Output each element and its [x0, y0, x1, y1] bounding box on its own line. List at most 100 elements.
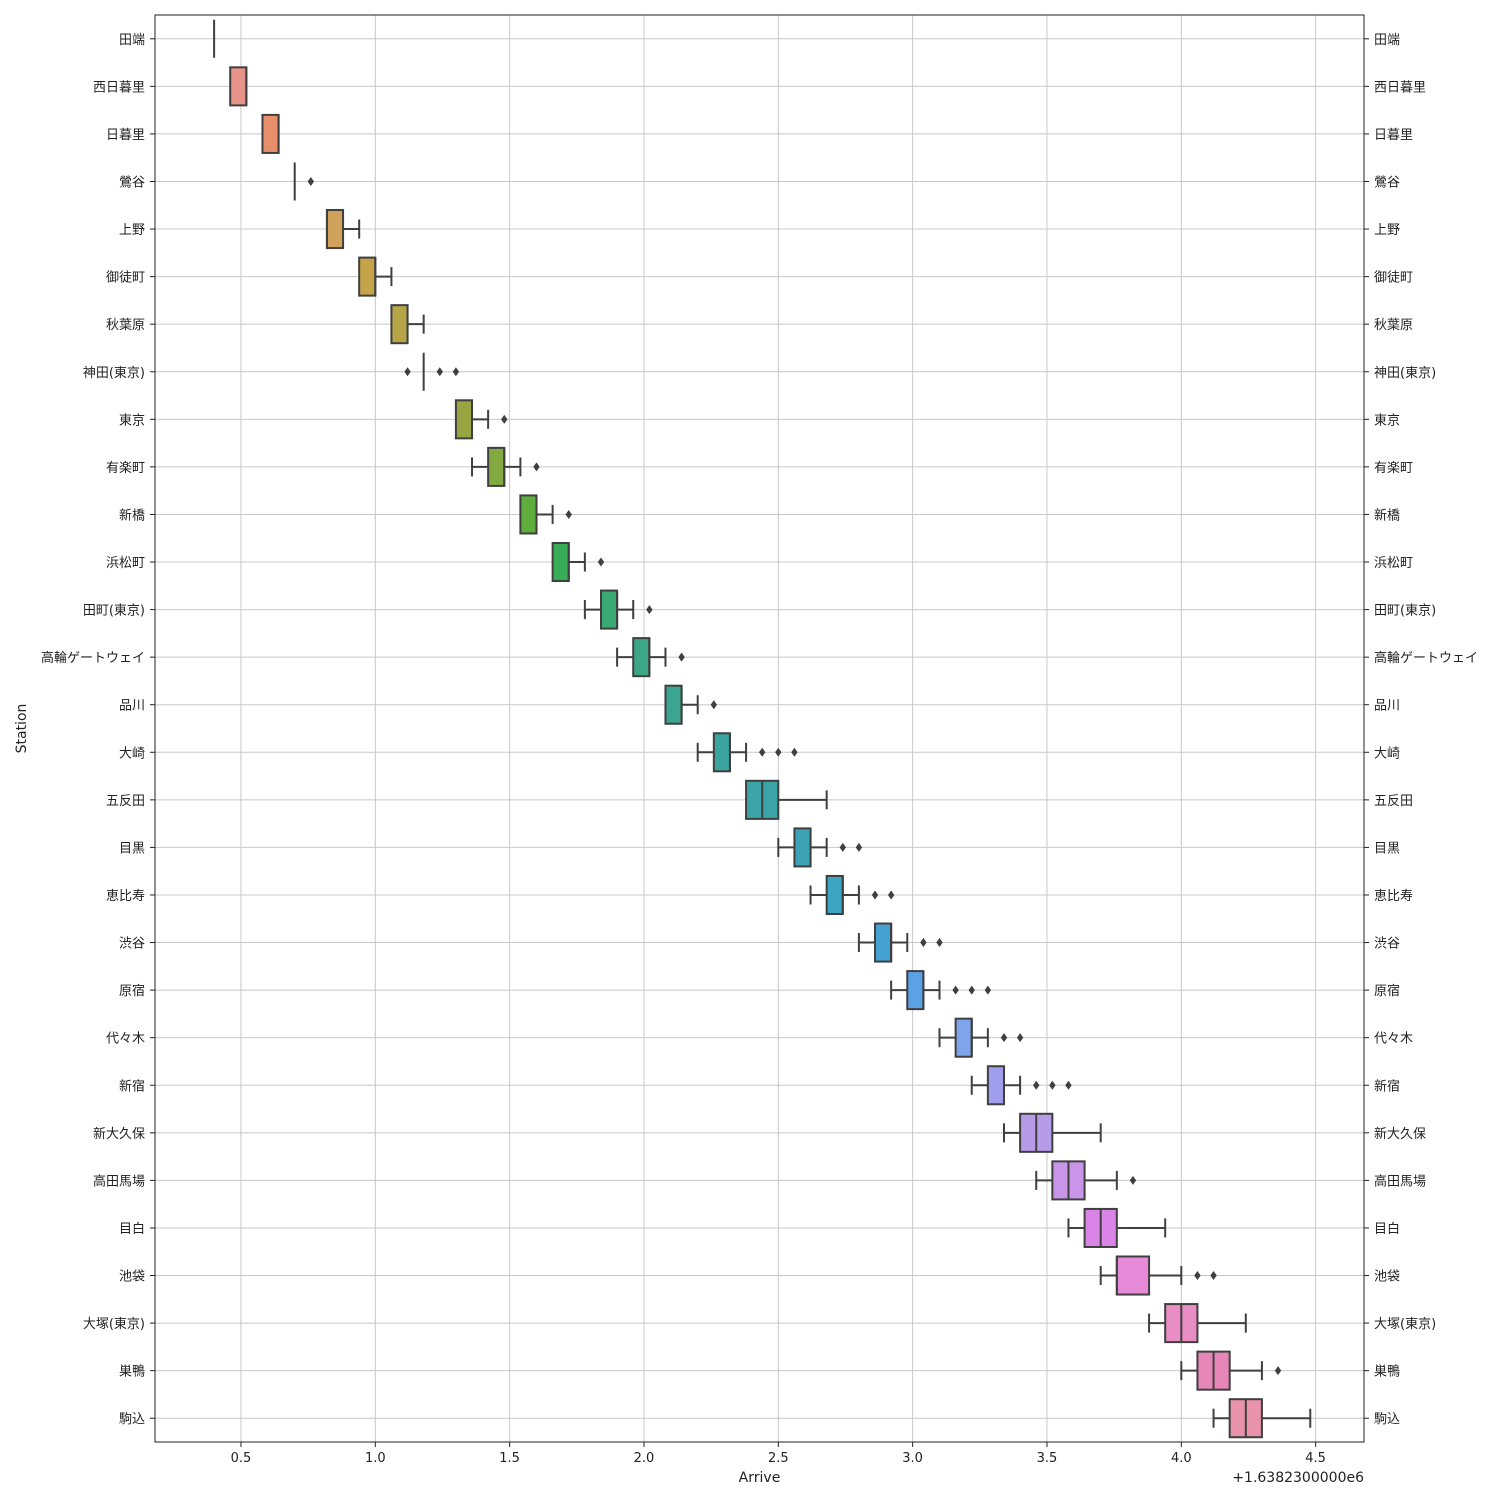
box-21: [890, 970, 992, 1011]
x-axis-offset-label: +1.6382300000e6: [1232, 1470, 1364, 1486]
box-23: [970, 1065, 1072, 1106]
y-tick-label-right: 有楽町: [1374, 460, 1413, 476]
box-6: [358, 256, 393, 297]
x-axis-ticks: 0.5 1.0 1.5 2.0 2.5 3.0 3.5 4.0 4.5: [231, 1442, 1326, 1466]
x-tick-label: 3.5: [1037, 1451, 1058, 1466]
box-2: [229, 66, 248, 107]
y-tick-label-left: 恵比寿: [106, 889, 145, 904]
y-tick-label-left: 東京: [119, 412, 145, 428]
y-tick-label-left: 浜松町: [106, 556, 145, 571]
outlier-point: [952, 985, 959, 995]
box-17: [745, 779, 828, 820]
box-29: [1180, 1350, 1282, 1391]
y-tick-label-left: 原宿: [119, 983, 145, 999]
plot-frame: [154, 14, 1365, 1443]
outlier-point: [1000, 1033, 1008, 1043]
y-tick-label-left: 西日暮里: [93, 80, 145, 95]
y-tick-label-left: 大塚(東京): [83, 1316, 145, 1332]
y-tick-label-left: 巣鴨: [119, 1365, 145, 1380]
y-tick-label-right: 御徒町: [1374, 271, 1413, 286]
box-iqr: [954, 1017, 973, 1058]
box-iqr: [325, 209, 345, 250]
y-tick-label-left: 田町(東京): [83, 603, 145, 619]
y-tick-label-right: 高輪ゲートウェイ: [1374, 650, 1478, 666]
box-3: [261, 113, 280, 154]
y-tick-label-right: 渋谷: [1374, 937, 1400, 952]
x-tick-label: 2.0: [634, 1451, 655, 1466]
box-iqr: [390, 304, 409, 345]
outlier-point: [936, 938, 943, 948]
x-tick-label: 3.0: [902, 1451, 923, 1466]
outlier-point: [871, 890, 879, 900]
outlier-point: [501, 414, 508, 424]
outlier-point: [404, 367, 411, 377]
box-iqr: [229, 66, 248, 107]
outlier-point: [678, 652, 685, 662]
y-tick-label-left: 品川: [119, 699, 145, 714]
outlier-point: [1065, 1080, 1072, 1090]
y-tick-label-left: 有楽町: [106, 460, 145, 476]
y-tick-label-left: 田端: [119, 33, 145, 48]
y-tick-label-right: 神田(東京): [1374, 365, 1436, 381]
y-tick-label-right: 新宿: [1374, 1078, 1400, 1094]
outlier-point: [1274, 1366, 1282, 1376]
y-tick-label-right: 高田馬場: [1374, 1173, 1426, 1189]
y-tick-label-left: 池袋: [119, 1270, 145, 1285]
box-15: [664, 684, 718, 725]
y-tick-label-right: 恵比寿: [1374, 889, 1413, 904]
y-tick-label-left: 神田(東京): [83, 365, 145, 381]
y-tick-label-right: 池袋: [1374, 1270, 1400, 1285]
box-iqr: [712, 732, 731, 773]
y-tick-label-right: 浜松町: [1374, 556, 1413, 571]
box-iqr: [632, 637, 651, 678]
y-tick-label-right: 目白: [1374, 1221, 1400, 1237]
y-tick-label-right: 代々木: [1374, 1032, 1413, 1047]
box-20: [857, 922, 943, 963]
outlier-point: [307, 176, 315, 186]
outlier-point: [533, 462, 540, 472]
box-11: [519, 494, 572, 535]
box-iqr: [519, 494, 538, 535]
box-iqr: [825, 874, 844, 916]
y-tick-label-left: 上野: [119, 223, 145, 238]
y-tick-label-left: 御徒町: [106, 271, 145, 286]
outlier-point: [1194, 1271, 1201, 1281]
box-iqr: [487, 446, 506, 487]
y-tick-label-right: 五反田: [1374, 794, 1413, 809]
box-18: [777, 827, 863, 868]
box-10: [471, 446, 540, 487]
y-tick-label-right: 原宿: [1374, 983, 1400, 999]
outlier-point: [775, 747, 782, 757]
outlier-point: [710, 700, 718, 710]
box-iqr: [261, 113, 280, 154]
box-iqr: [906, 970, 925, 1011]
box-19: [809, 874, 895, 916]
box-9: [454, 399, 508, 440]
box-iqr: [874, 922, 893, 963]
y-tick-label-right: 上野: [1374, 223, 1400, 238]
box-25: [1035, 1160, 1137, 1201]
box-26: [1067, 1207, 1167, 1248]
y-tick-label-right: 大塚(東京): [1374, 1316, 1436, 1332]
box-7: [390, 304, 425, 345]
y-tick-label-left: 駒込: [119, 1412, 145, 1427]
x-axis-label: Arrive: [739, 1470, 781, 1486]
box-30: [1212, 1398, 1312, 1439]
y-tick-label-left: 新橋: [119, 507, 145, 523]
outlier-point: [1033, 1080, 1040, 1090]
y-tick-label-right: 駒込: [1374, 1412, 1400, 1427]
y-tick-label-right: 目黒: [1374, 841, 1400, 856]
y-tick-label-right: 日暮里: [1374, 128, 1413, 143]
outlier-point: [887, 890, 895, 900]
x-tick-label: 4.5: [1305, 1451, 1326, 1466]
y-tick-label-right: 品川: [1374, 699, 1400, 714]
outlier-point: [1049, 1080, 1056, 1090]
outlier-point: [968, 985, 975, 995]
box-22: [938, 1017, 1024, 1058]
box-iqr: [358, 256, 377, 297]
y-tick-label-left: 日暮里: [106, 128, 145, 143]
outlier-point: [839, 842, 846, 852]
y-tick-label-left: 高輪ゲートウェイ: [41, 650, 145, 666]
